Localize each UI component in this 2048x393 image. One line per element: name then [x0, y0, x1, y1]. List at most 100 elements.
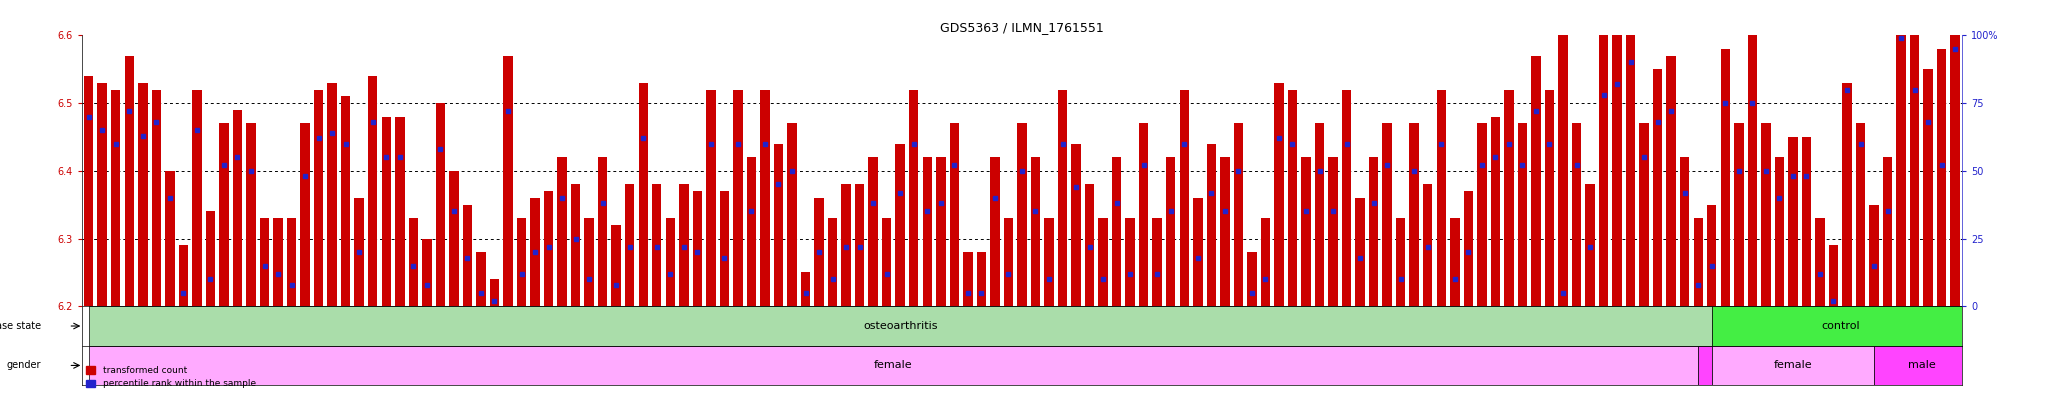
Bar [111, 90, 121, 306]
Bar [801, 272, 811, 306]
Bar [1274, 83, 1284, 306]
Bar [1368, 157, 1378, 306]
Bar [1855, 123, 1866, 306]
Bar [369, 76, 377, 306]
Bar [1788, 137, 1798, 306]
Bar [922, 157, 932, 306]
Bar [1694, 218, 1704, 306]
Bar [598, 157, 608, 306]
Bar [516, 218, 526, 306]
Bar [1300, 157, 1311, 306]
Bar [1626, 0, 1636, 306]
Bar [707, 90, 715, 306]
Bar [125, 56, 133, 306]
Bar [760, 90, 770, 306]
Bar [272, 218, 283, 306]
Bar [1423, 184, 1432, 306]
Bar [1923, 69, 1933, 306]
Bar [584, 218, 594, 306]
Bar [1397, 218, 1405, 306]
Bar [977, 252, 985, 306]
Bar [422, 239, 432, 306]
Bar [1436, 90, 1446, 306]
Bar [1464, 191, 1473, 306]
Bar [1843, 83, 1851, 306]
Bar [301, 123, 309, 306]
Bar [1180, 90, 1190, 306]
Bar [1638, 123, 1649, 306]
Bar [1870, 205, 1878, 306]
Bar [1667, 56, 1675, 306]
Bar [1720, 49, 1731, 306]
Bar [1599, 22, 1608, 306]
Bar [1153, 218, 1161, 306]
Bar [1653, 69, 1663, 306]
Bar [88, 306, 1712, 346]
Bar [1612, 2, 1622, 306]
Bar [84, 76, 94, 306]
Text: gender: gender [6, 360, 41, 371]
Text: male: male [1907, 360, 1935, 371]
Bar [287, 218, 297, 306]
Bar [166, 171, 174, 306]
Bar [408, 218, 418, 306]
Bar [989, 157, 999, 306]
Bar [1585, 184, 1595, 306]
Bar [233, 110, 242, 306]
Legend: transformed count, percentile rank within the sample: transformed count, percentile rank withi… [86, 366, 256, 389]
Bar [219, 123, 229, 306]
Bar [842, 184, 850, 306]
Bar [205, 211, 215, 306]
Bar [449, 171, 459, 306]
Bar [733, 90, 743, 306]
Bar [436, 103, 444, 306]
Bar [651, 184, 662, 306]
Bar [895, 144, 905, 306]
Bar [381, 117, 391, 306]
Text: female: female [874, 360, 913, 371]
Text: control: control [1821, 321, 1860, 331]
Bar [1503, 90, 1513, 306]
Bar [313, 90, 324, 306]
Bar [395, 117, 406, 306]
Bar [854, 184, 864, 306]
Bar [1815, 218, 1825, 306]
Bar [1518, 123, 1528, 306]
Bar [963, 252, 973, 306]
Bar [868, 157, 879, 306]
Bar [1059, 90, 1067, 306]
Bar [748, 157, 756, 306]
Bar [883, 218, 891, 306]
Bar [1126, 218, 1135, 306]
Bar [1571, 123, 1581, 306]
Bar [1735, 123, 1743, 306]
Bar [178, 245, 188, 306]
Bar [1712, 306, 1968, 346]
Title: GDS5363 / ILMN_1761551: GDS5363 / ILMN_1761551 [940, 21, 1104, 34]
Bar [137, 83, 147, 306]
Bar [1341, 90, 1352, 306]
Bar [1206, 144, 1217, 306]
Bar [639, 83, 647, 306]
Bar [88, 346, 1698, 385]
Bar [1761, 123, 1772, 306]
Bar [1288, 90, 1296, 306]
Bar [1139, 123, 1149, 306]
Bar [246, 123, 256, 306]
Bar [666, 218, 676, 306]
Bar [1532, 56, 1540, 306]
Bar [1098, 218, 1108, 306]
Text: disease state: disease state [0, 321, 41, 331]
Bar [1712, 346, 1874, 385]
Bar [612, 225, 621, 306]
Bar [1911, 22, 1919, 306]
Bar [909, 90, 918, 306]
Bar [680, 184, 688, 306]
Bar [340, 96, 350, 306]
Bar [260, 218, 268, 306]
Text: osteoarthritis: osteoarthritis [862, 321, 938, 331]
Bar [193, 90, 201, 306]
Bar [354, 198, 365, 306]
Bar [1262, 218, 1270, 306]
Bar [1544, 90, 1554, 306]
